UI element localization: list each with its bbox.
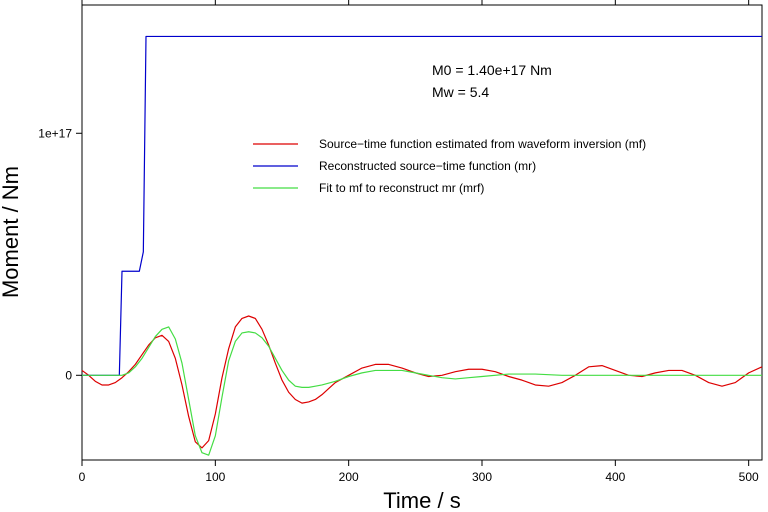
tick-layer: 0 100 200 300 400 500 0 1e+17 [38, 0, 759, 484]
x-tick-label-5: 500 [739, 470, 759, 484]
legend-label-mr: Reconstructed source−time function (mr) [319, 159, 536, 173]
x-tick-label-0: 0 [79, 470, 86, 484]
legend-label-mrf: Fit to mf to reconstruct mr (mrf) [319, 181, 484, 195]
x-tick-label-4: 400 [605, 470, 625, 484]
series-line-1 [82, 35, 762, 376]
x-tick-label-2: 200 [339, 470, 359, 484]
annotation-m0: M0 = 1.40e+17 Nm [432, 62, 552, 78]
series-line-2 [82, 326, 762, 456]
y-axis-title: Moment / Nm [0, 166, 23, 298]
x-tick-label-1: 100 [205, 470, 225, 484]
series-layer [81, 35, 763, 456]
x-tick-label-3: 300 [472, 470, 492, 484]
x-axis-title: Time / s [383, 488, 460, 512]
legend: Source−time function estimated from wave… [253, 137, 646, 195]
y-tick-label-1: 1e+17 [38, 126, 72, 140]
y-tick-label-0: 0 [65, 368, 72, 382]
series-line-0 [81, 315, 763, 449]
legend-label-mf: Source−time function estimated from wave… [319, 137, 646, 151]
plot-frame [81, 4, 763, 461]
annotation-mw: Mw = 5.4 [432, 84, 489, 100]
